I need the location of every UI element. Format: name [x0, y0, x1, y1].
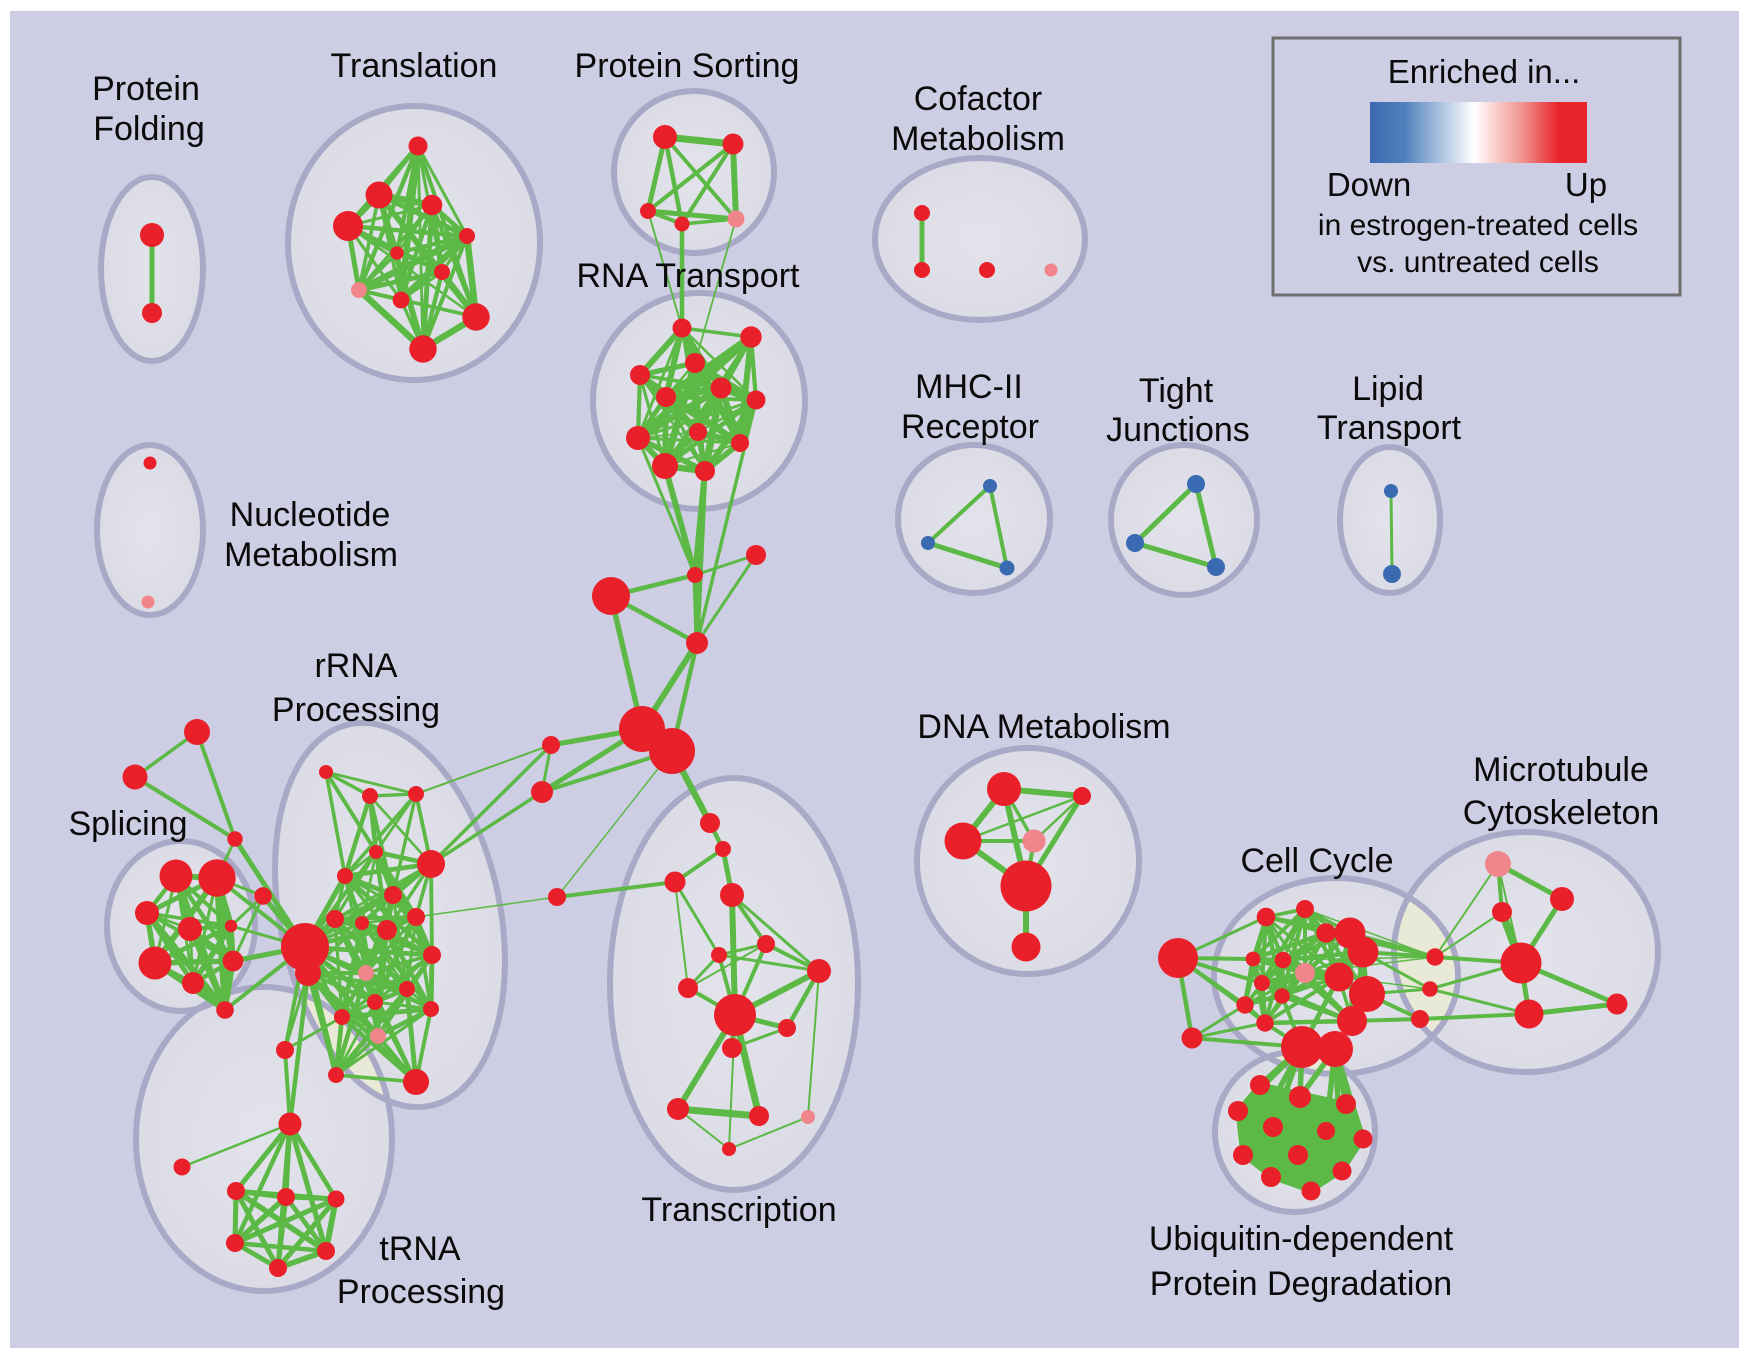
svg-text:rRNA: rRNA — [314, 647, 397, 685]
svg-text:Receptor: Receptor — [901, 408, 1039, 446]
svg-text:Junctions: Junctions — [1106, 411, 1250, 449]
svg-text:Folding: Folding — [93, 110, 205, 148]
svg-text:Enriched in...: Enriched in... — [1388, 53, 1581, 90]
svg-text:RNA Transport: RNA Transport — [577, 257, 801, 295]
svg-text:MHC-II: MHC-II — [915, 368, 1023, 406]
svg-text:Metabolism: Metabolism — [891, 120, 1065, 158]
svg-text:Protein: Protein — [92, 70, 200, 108]
svg-text:DNA Metabolism: DNA Metabolism — [917, 708, 1170, 746]
svg-text:vs. untreated cells: vs. untreated cells — [1357, 246, 1599, 279]
svg-text:tRNA: tRNA — [379, 1230, 461, 1268]
svg-text:Cell Cycle: Cell Cycle — [1240, 842, 1393, 880]
svg-text:Nucleotide: Nucleotide — [230, 496, 391, 534]
svg-text:Ubiquitin-dependent: Ubiquitin-dependent — [1149, 1220, 1454, 1258]
svg-text:Processing: Processing — [272, 691, 440, 729]
svg-text:Cytoskeleton: Cytoskeleton — [1463, 794, 1660, 832]
svg-text:Transport: Transport — [1317, 409, 1462, 447]
svg-text:Up: Up — [1565, 166, 1607, 203]
svg-text:Protein Sorting: Protein Sorting — [575, 47, 800, 85]
svg-text:Cofactor: Cofactor — [914, 80, 1043, 118]
svg-text:Protein Degradation: Protein Degradation — [1150, 1265, 1452, 1303]
svg-text:Metabolism: Metabolism — [224, 536, 398, 574]
svg-text:Splicing: Splicing — [68, 805, 187, 843]
svg-text:Down: Down — [1327, 166, 1411, 203]
svg-text:Processing: Processing — [337, 1273, 505, 1311]
svg-text:Translation: Translation — [331, 47, 498, 85]
svg-text:Transcription: Transcription — [641, 1191, 836, 1229]
svg-text:Tight: Tight — [1139, 372, 1214, 410]
svg-text:in estrogen-treated cells: in estrogen-treated cells — [1318, 209, 1638, 242]
svg-text:Lipid: Lipid — [1352, 370, 1424, 408]
svg-text:Microtubule: Microtubule — [1473, 751, 1649, 789]
